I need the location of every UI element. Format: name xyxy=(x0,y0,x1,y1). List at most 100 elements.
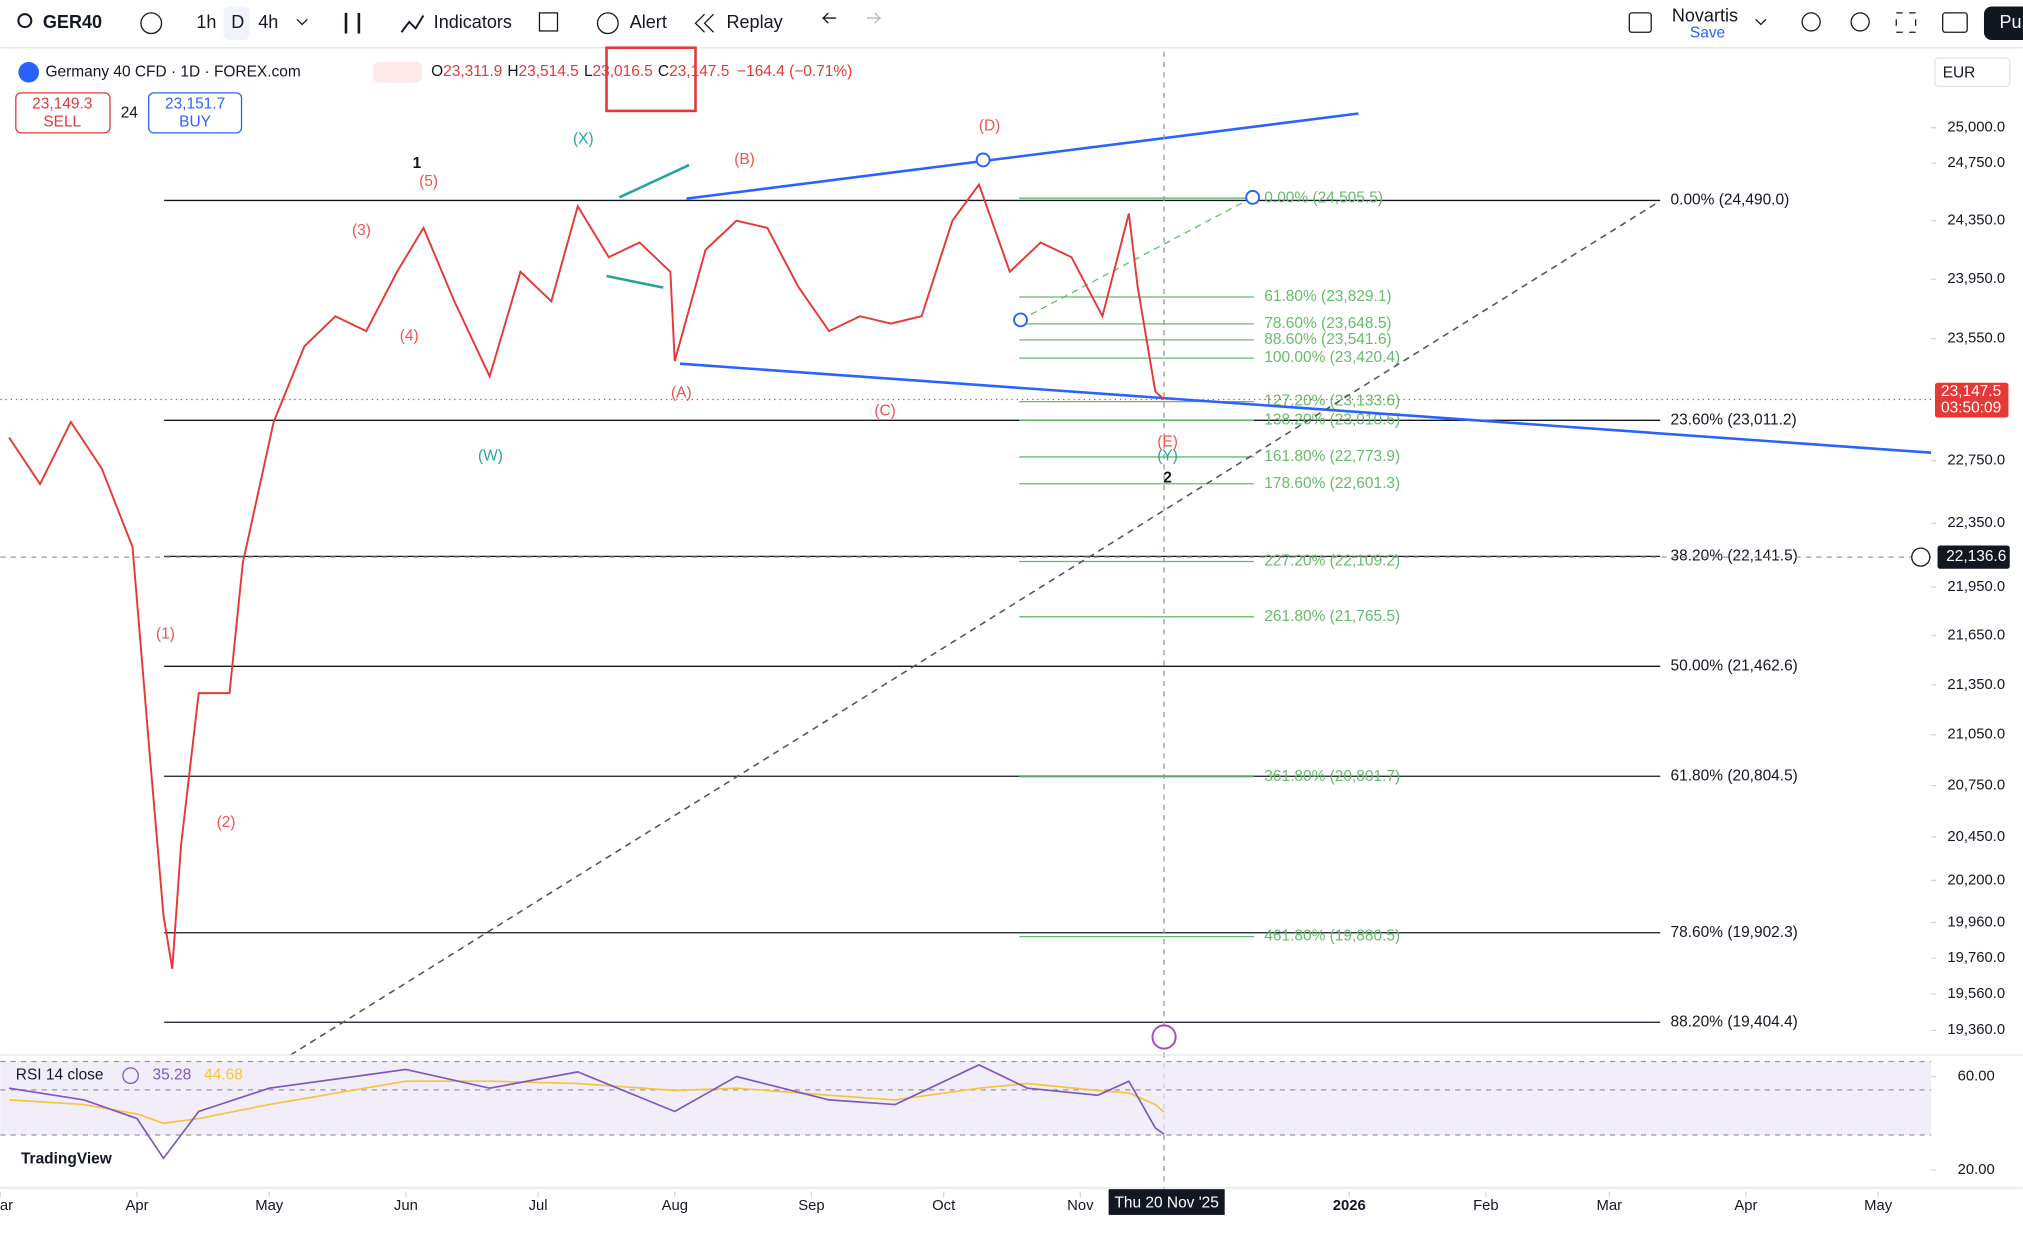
y-tick-label: 19,760.0 xyxy=(1947,950,2005,966)
buy-button[interactable] xyxy=(148,92,243,134)
wave-label: (1) xyxy=(156,626,175,643)
y-tick-label: 20,750.0 xyxy=(1947,777,2005,793)
y-tick-label: 25,000.0 xyxy=(1947,120,2005,136)
anchor-point xyxy=(1245,189,1261,205)
publish-button[interactable]: Pu xyxy=(1999,12,2021,32)
y-tick-label: 22,350.0 xyxy=(1947,515,2005,531)
price-line xyxy=(8,182,1165,970)
x-tick-label: Feb xyxy=(1473,1198,1499,1214)
rsi-band xyxy=(0,1061,1932,1135)
legend-header: Germany 40 CFD · 1D · FOREX.com O23,311.… xyxy=(15,46,2011,134)
wave-label: (W) xyxy=(478,448,503,465)
fib-ext-label: 100.00% (23,420.4) xyxy=(1264,349,1400,366)
wave-label: 2 xyxy=(1163,470,1172,487)
trendline xyxy=(618,163,690,199)
wave-label: (C) xyxy=(874,403,895,420)
quick-search[interactable] xyxy=(1801,12,1821,32)
wave-label: (D) xyxy=(979,117,1000,134)
search-icon[interactable] xyxy=(17,13,33,29)
fib-ext-label: 61.80% (23,829.1) xyxy=(1264,288,1391,305)
replay-icon[interactable] xyxy=(694,13,715,33)
rsi-line xyxy=(9,1080,1165,1125)
anchor-point xyxy=(1013,312,1028,328)
trendline xyxy=(290,201,1659,1056)
settings[interactable] xyxy=(1850,12,1870,32)
fib-label: 38.20% (22,141.5) xyxy=(1671,547,1798,564)
low: 23,016.5 xyxy=(593,63,653,80)
x-tick-label: Nov xyxy=(1067,1198,1094,1214)
rsi-settings xyxy=(122,1067,139,1085)
spread: 24 xyxy=(121,105,139,122)
l-label: L xyxy=(584,63,593,80)
fib-ext-label: 178.60% (22,601.3) xyxy=(1264,475,1400,492)
redo[interactable] xyxy=(867,12,882,24)
y-tick-label: 21,050.0 xyxy=(1947,727,2005,743)
fib-ext-label: 227.20% (22,109.2) xyxy=(1264,553,1400,570)
templates-icon[interactable] xyxy=(538,12,559,32)
buy-price[interactable]: 23,151.7 xyxy=(165,96,225,113)
snapshot[interactable] xyxy=(1942,12,1968,33)
c-label: C xyxy=(658,63,669,80)
layout-save[interactable]: Save xyxy=(1690,25,1725,42)
layout-icon[interactable] xyxy=(1628,12,1652,33)
buy-label[interactable]: BUY xyxy=(179,114,211,131)
close: 23,147.5 xyxy=(669,63,729,80)
fib-ext-label: 261.80% (21,765.5) xyxy=(1264,608,1400,625)
wave-label: (2) xyxy=(217,814,236,831)
publish-bg[interactable] xyxy=(1983,6,2023,40)
sell-button[interactable] xyxy=(15,92,111,134)
rsi-ma-value: 44.68 xyxy=(204,1067,243,1084)
symbol[interactable]: GER40 xyxy=(43,12,102,32)
wave-label: 1 xyxy=(413,155,422,172)
trendline xyxy=(606,274,664,289)
fib-ext-label: 361.80% (20,801.7) xyxy=(1264,768,1400,785)
date-tag xyxy=(1108,1189,1225,1215)
y-tick-label: 20,200.0 xyxy=(1947,872,2005,888)
fullscreen[interactable] xyxy=(1895,12,1917,33)
sell-price[interactable]: 23,149.3 xyxy=(32,96,92,113)
layout-name[interactable]: Novartis xyxy=(1672,6,1738,26)
crosshair-tag xyxy=(1937,545,2010,569)
fib-label: 50.00% (21,462.6) xyxy=(1671,657,1798,674)
sell-label[interactable]: SELL xyxy=(43,114,81,131)
undo[interactable] xyxy=(821,12,837,24)
x-tick-label: Mar xyxy=(1597,1198,1623,1214)
dropdown[interactable] xyxy=(296,18,308,26)
fib-ext-label: 78.60% (23,648.5) xyxy=(1264,315,1391,332)
high: 23,514.5 xyxy=(519,63,579,80)
interval[interactable]: D xyxy=(231,12,244,32)
currency-box[interactable] xyxy=(1934,57,2011,88)
y-tick-label: 19,960.0 xyxy=(1947,914,2005,930)
y-tick-label: 22,750.0 xyxy=(1947,453,2005,469)
symbol-title: Germany 40 CFD · 1D · FOREX.com xyxy=(45,63,300,80)
fib-ext-label: 88.60% (23,541.6) xyxy=(1264,331,1391,348)
indicators-icon[interactable] xyxy=(400,14,425,33)
alert-button[interactable]: Alert xyxy=(630,12,667,32)
chart-type-icon[interactable] xyxy=(344,12,361,34)
fib-label: 23.60% (23,011.2) xyxy=(1671,411,1797,428)
dropdown[interactable] xyxy=(1755,18,1767,26)
indicators-button[interactable]: Indicators xyxy=(434,12,512,32)
wave-label: (B) xyxy=(734,151,755,168)
wave-label: (4) xyxy=(400,328,419,345)
replay-button[interactable]: Replay xyxy=(726,12,782,32)
trendline xyxy=(679,362,1932,454)
add-symbol[interactable] xyxy=(140,12,163,35)
fib-ext-label: 138.20% (23,010.6) xyxy=(1264,412,1400,429)
x-tick-label: 2026 xyxy=(1333,1198,1366,1214)
rsi-tick-label: 20.00 xyxy=(1958,1162,1995,1178)
fib-ext-label: 127.20% (23,133.6) xyxy=(1264,393,1400,410)
brand-logo: TradingView xyxy=(21,1151,113,1168)
x-tick-label: Jun xyxy=(394,1198,418,1214)
currency[interactable]: EUR xyxy=(1943,65,1976,82)
y-tick-label: 23,550.0 xyxy=(1947,331,2005,347)
interval-active-bg xyxy=(223,6,250,40)
o-label: O xyxy=(431,63,443,80)
alert-icon[interactable] xyxy=(596,12,619,35)
crosshair-plus xyxy=(1911,547,1931,567)
interval[interactable]: 4h xyxy=(258,12,278,32)
change: −164.4 (−0.71%) xyxy=(737,63,852,80)
interval[interactable]: 1h xyxy=(196,12,216,32)
open: 23,311.9 xyxy=(443,63,502,80)
